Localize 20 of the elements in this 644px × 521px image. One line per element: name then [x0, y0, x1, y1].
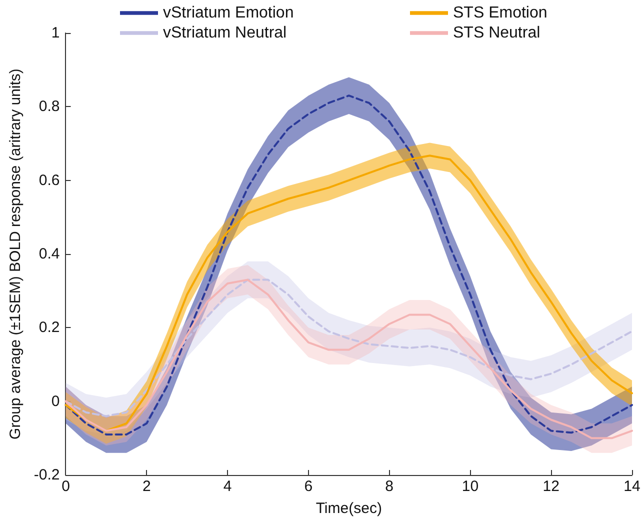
y-tick-label: -0.2 [34, 466, 60, 484]
y-tick-label: 0.4 [38, 246, 60, 262]
x-tick-label: 12 [542, 478, 560, 495]
x-axis-title: Time(sec) [316, 500, 382, 517]
x-tick-label: 8 [385, 478, 394, 495]
y-tick-label: 0 [51, 392, 60, 410]
y-tick-label: 0.8 [38, 98, 60, 116]
y-tick-label: 0.2 [38, 319, 60, 336]
x-tick-label: 14 [624, 478, 640, 495]
y-tick-label: 0.6 [38, 172, 60, 189]
x-tick-label: 4 [223, 478, 232, 495]
x-tick-label: 2 [142, 478, 151, 495]
y-axis-title: Group average (±1SEM) BOLD response (aritrary units) [7, 68, 24, 440]
x-tick-label: 6 [304, 478, 313, 495]
legend-label: STS Neutral [453, 24, 540, 42]
legend-label: vStriatum Neutral [163, 24, 287, 42]
legend-label: STS Emotion [453, 4, 548, 22]
legend-label: vStriatum Emotion [163, 4, 294, 22]
x-tick-label: 10 [462, 478, 479, 495]
y-tick-label: 1 [51, 24, 60, 42]
